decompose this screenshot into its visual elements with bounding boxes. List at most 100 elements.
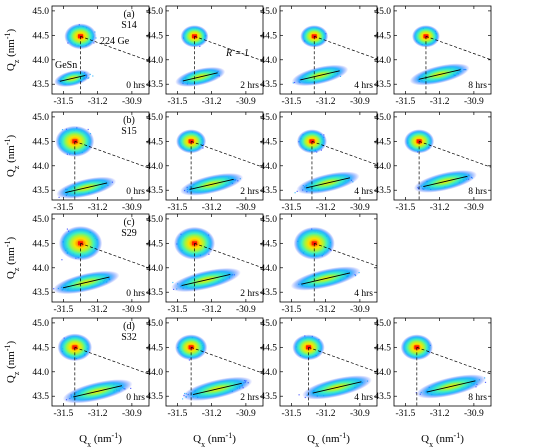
x-tick-label: -30.9 [236,203,256,213]
x-axis-title-part: x [429,440,433,447]
y-tick-label: 44.5 [260,31,277,41]
relaxation-dashed-line [74,347,149,375]
relaxation-dashed-line [416,347,491,375]
time-label: 4 hrs [354,187,373,197]
y-tick-label: 44.0 [32,264,49,274]
x-tick-label: -31.2 [88,97,108,107]
speckle [172,281,174,284]
x-axis-title-part: Q [79,433,87,445]
y-axis-title-part: z [12,371,21,375]
y-tick-label: 44.5 [374,343,391,353]
sample-label: S32 [121,332,137,343]
gesn-fit-line [426,380,476,393]
y-tick-label: 43.5 [374,392,391,402]
panel-plot-area [55,125,149,200]
y-tick-label: 44.5 [146,31,163,41]
y-tick-label: 45.0 [374,113,391,123]
y-tick-label: 43.5 [32,80,49,90]
x-tick-label: -30.9 [464,97,484,107]
panel-plot-area [54,23,149,94]
panel-frame [393,5,492,95]
x-axis-title-part: (nm [205,433,226,445]
x-tick-label: -31.2 [316,305,336,315]
y-axis-title-part: -1 [3,33,12,40]
time-label: 0 hrs [126,187,145,197]
x-tick-label: -31.2 [88,305,108,315]
gesn-fit-line [59,74,86,82]
y-tick-label: 44.5 [260,343,277,353]
speckle [92,75,94,77]
gesn-fit-line [65,182,108,194]
panel-plot-area [290,226,377,302]
x-tick-label: -31.5 [282,305,302,315]
y-axis-title-part: Q [5,271,17,279]
panel-frame [51,5,150,95]
x-tick-label: -30.9 [122,203,142,213]
gesn-fit-line [62,276,110,289]
y-tick-label: 44.5 [146,239,163,249]
y-tick-label: 45.0 [260,7,277,17]
time-label: 2 hrs [240,187,259,197]
rsm-panel: -31.5 -31.2 -30.9 43.5 44.0 44.5 45.0 4 hrs [260,317,378,419]
rsm-panel: -31.5 -31.2 -30.9 43.5 44.0 44.5 45.0 0 hrs (c)S… [32,213,150,315]
x-axis-title: Qx (nm-1) [307,431,350,447]
x-tick-label: -31.5 [168,409,188,419]
y-tick-label: 45.0 [146,319,163,329]
y-tick-label: 44.0 [260,56,277,66]
y-axis-title-part: ) [5,341,17,345]
panel-plot-area [404,129,491,200]
panel-letter-label: (b) [123,115,135,126]
relaxation-dashed-line [80,35,149,62]
y-axis-title-part: Q [5,169,17,177]
rsm-panel: -31.5 -31.2 -30.9 43.5 44.0 44.5 45.0 0 hrs (a)S… [32,5,150,107]
y-tick-label: 43.5 [32,392,49,402]
panel-plot-area [57,333,149,406]
x-tick-label: -31.2 [316,409,336,419]
y-tick-label: 45.0 [260,215,277,225]
rsm-panel: -31.5 -31.2 -30.9 43.5 44.0 44.5 45.0 0 hrs (b)S… [32,111,150,213]
panel-frame [279,111,378,201]
y-axis-title-part: ) [5,135,17,139]
x-axis-title-part: ) [118,433,122,445]
panel-plot-area [171,226,263,302]
x-tick-label: -31.2 [316,97,336,107]
sample-label: S14 [121,20,137,31]
panels-layer: -31.5 -31.2 -30.943.544.044.545.00 hrs(a)S… [32,5,492,419]
y-axis-title-part: (nm [5,351,17,372]
y-tick-label: 44.5 [374,137,391,147]
y-axis-title-part: z [12,165,21,169]
time-label: 0 hrs [126,393,145,403]
panel-plot-area [291,25,377,94]
x-tick-label: -31.2 [88,409,108,419]
y-tick-label: 45.0 [146,113,163,123]
x-tick-label: -31.2 [202,203,222,213]
y-tick-label: 44.5 [374,31,391,41]
speckle [294,192,296,194]
x-axis-title-part: x [87,440,91,447]
rsm-panel: -31.5 -31.2 -30.9 43.5 44.0 44.5 45.0 2 hrs [146,317,264,419]
panel-plot-area [175,25,263,94]
x-axis-title-part: (nm [433,433,454,445]
x-axis-title-part: ) [346,433,350,445]
y-tick-label: 45.0 [146,7,163,17]
y-tick-label: 43.5 [32,288,49,298]
x-axis-title: Qx (nm-1) [193,431,236,447]
panel-plot-area [294,129,377,200]
y-tick-label: 45.0 [32,113,49,123]
panel-plot-area [409,25,491,94]
relaxation-dashed-line [418,141,491,168]
x-tick-label: -31.2 [316,203,336,213]
relaxation-dashed-line [190,141,263,168]
time-label: 4 hrs [354,393,373,403]
y-tick-label: 44.5 [260,137,277,147]
relaxation-dashed-line [194,243,263,269]
x-tick-label: -31.2 [430,409,450,419]
y-tick-label: 44.5 [32,343,49,353]
sample-label: S29 [121,228,137,239]
x-tick-label: -31.5 [54,409,74,419]
rsm-panel: -31.5 -31.2 -30.9 43.5 44.0 44.5 45.0 4 hrs [260,111,378,213]
speckle [484,381,487,383]
gesn-fit-line [189,178,234,190]
panel-frame [279,213,378,303]
